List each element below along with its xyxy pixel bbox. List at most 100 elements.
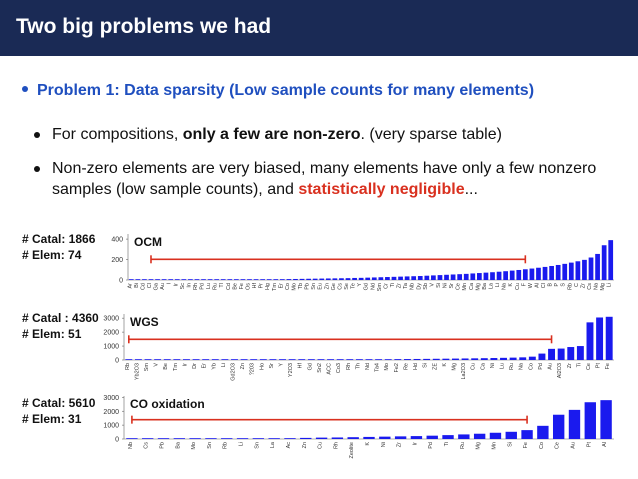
x-tick-label: C xyxy=(574,283,580,287)
y-tick-label: 2000 xyxy=(103,330,119,337)
bar xyxy=(181,279,187,280)
x-tick-label: Co xyxy=(539,442,545,449)
bar xyxy=(431,275,436,280)
bullet2-highlight: statistically negligible xyxy=(298,181,465,198)
bullet-dot xyxy=(34,166,40,172)
bar xyxy=(538,353,546,360)
bar xyxy=(519,357,527,360)
x-tick-label: Ce xyxy=(586,363,592,370)
bar xyxy=(576,346,584,360)
bar xyxy=(142,279,147,280)
bar xyxy=(600,400,612,439)
x-tick-label: La xyxy=(489,282,495,289)
x-tick-label: Si xyxy=(436,283,442,288)
bar xyxy=(365,277,371,280)
bar xyxy=(273,279,279,280)
bar xyxy=(404,276,410,280)
bar xyxy=(411,276,417,280)
x-tick-label: Er xyxy=(278,283,284,289)
x-tick-label: Zn xyxy=(240,363,246,369)
bar xyxy=(522,269,528,280)
co-oxidation-chart: 0 1000 2000 3000 CO oxidation Nb Cs Pb Ba Mo Sn Rb L… xyxy=(103,395,614,459)
x-tick-label: Mn xyxy=(462,283,468,291)
bar xyxy=(189,438,201,439)
bar xyxy=(299,278,305,280)
bar xyxy=(608,240,614,280)
bar xyxy=(378,277,384,280)
bar xyxy=(188,279,193,280)
x-tick-label: Sb xyxy=(423,283,429,290)
x-tick-label: ACC xyxy=(327,363,333,375)
x-tick-label: Ir xyxy=(412,442,418,446)
x-tick-label: S xyxy=(561,283,567,287)
x-tick-label: Os xyxy=(246,283,252,290)
x-tick-label: Zr xyxy=(397,442,403,447)
wgs-info: # Catal : 4360 # Elem: 51 xyxy=(22,310,99,342)
bar xyxy=(568,409,581,439)
bar xyxy=(584,402,596,439)
x-tick-label: Ge xyxy=(331,283,337,290)
bar xyxy=(250,359,258,360)
x-tick-label: Dy xyxy=(416,283,422,290)
x-tick-label: Ni xyxy=(381,442,387,447)
bullet1-post: . (very sparse table) xyxy=(360,126,502,143)
bar xyxy=(365,359,373,360)
x-tick-label: Sn xyxy=(207,442,213,449)
bar xyxy=(332,278,338,280)
x-tick-label: Ni xyxy=(443,283,449,288)
x-tick-label: K xyxy=(442,363,448,367)
bar xyxy=(157,438,170,439)
x-tick-label: Hf xyxy=(298,363,304,369)
x-tick-label: Al xyxy=(602,442,608,447)
bar xyxy=(300,437,312,439)
x-tick-label: W xyxy=(528,282,534,288)
x-tick-label: La xyxy=(270,441,276,448)
x-tick-label: Ba xyxy=(175,441,181,449)
bar xyxy=(346,359,354,360)
x-tick-label: Te xyxy=(351,283,357,289)
x-tick-label: Mg xyxy=(600,283,606,291)
bar xyxy=(375,359,383,360)
bar xyxy=(490,272,495,280)
x-tick-label: Pt xyxy=(586,442,592,448)
y-tick-label: 400 xyxy=(111,237,123,244)
bar xyxy=(252,438,265,439)
bar xyxy=(253,279,259,280)
x-tick-label: Tm xyxy=(173,363,179,371)
x-tick-label: Ru xyxy=(509,363,515,370)
bar xyxy=(588,257,594,280)
bar xyxy=(325,278,331,280)
x-tick-label: Fe xyxy=(605,363,611,369)
x-tick-label: Na xyxy=(502,282,508,290)
x-tick-label: P xyxy=(554,283,560,287)
x-tick-label: Na xyxy=(594,282,600,290)
bar xyxy=(315,437,328,439)
x-tick-label: Ir xyxy=(182,363,188,367)
x-tick-label: Er xyxy=(202,363,208,369)
x-tick-label: Pd xyxy=(200,283,206,290)
y-tick-label: 0 xyxy=(119,278,123,285)
bar xyxy=(173,359,181,360)
x-tick-label: Ti xyxy=(576,363,582,367)
x-tick-label: Mg xyxy=(451,363,457,371)
x-tick-label: Na xyxy=(519,362,525,370)
x-tick-label: Ca xyxy=(469,282,475,290)
x-tick-label: Ti xyxy=(390,283,396,287)
bar xyxy=(174,279,180,280)
x-tick-label: Ti xyxy=(444,442,450,446)
bar xyxy=(450,274,456,280)
bar xyxy=(284,438,296,439)
bar xyxy=(260,279,265,280)
x-tick-label: Zr xyxy=(567,363,573,368)
bar xyxy=(347,437,359,439)
x-tick-label: Rb xyxy=(125,363,131,370)
bar xyxy=(144,359,152,360)
chart-title: OCM xyxy=(134,235,162,249)
x-tick-label: Ni xyxy=(490,363,496,368)
bar xyxy=(298,359,306,360)
bar xyxy=(442,358,450,360)
x-tick-label: Pt xyxy=(596,363,602,369)
bar xyxy=(279,279,285,280)
bar xyxy=(489,432,502,439)
bar xyxy=(457,274,463,280)
